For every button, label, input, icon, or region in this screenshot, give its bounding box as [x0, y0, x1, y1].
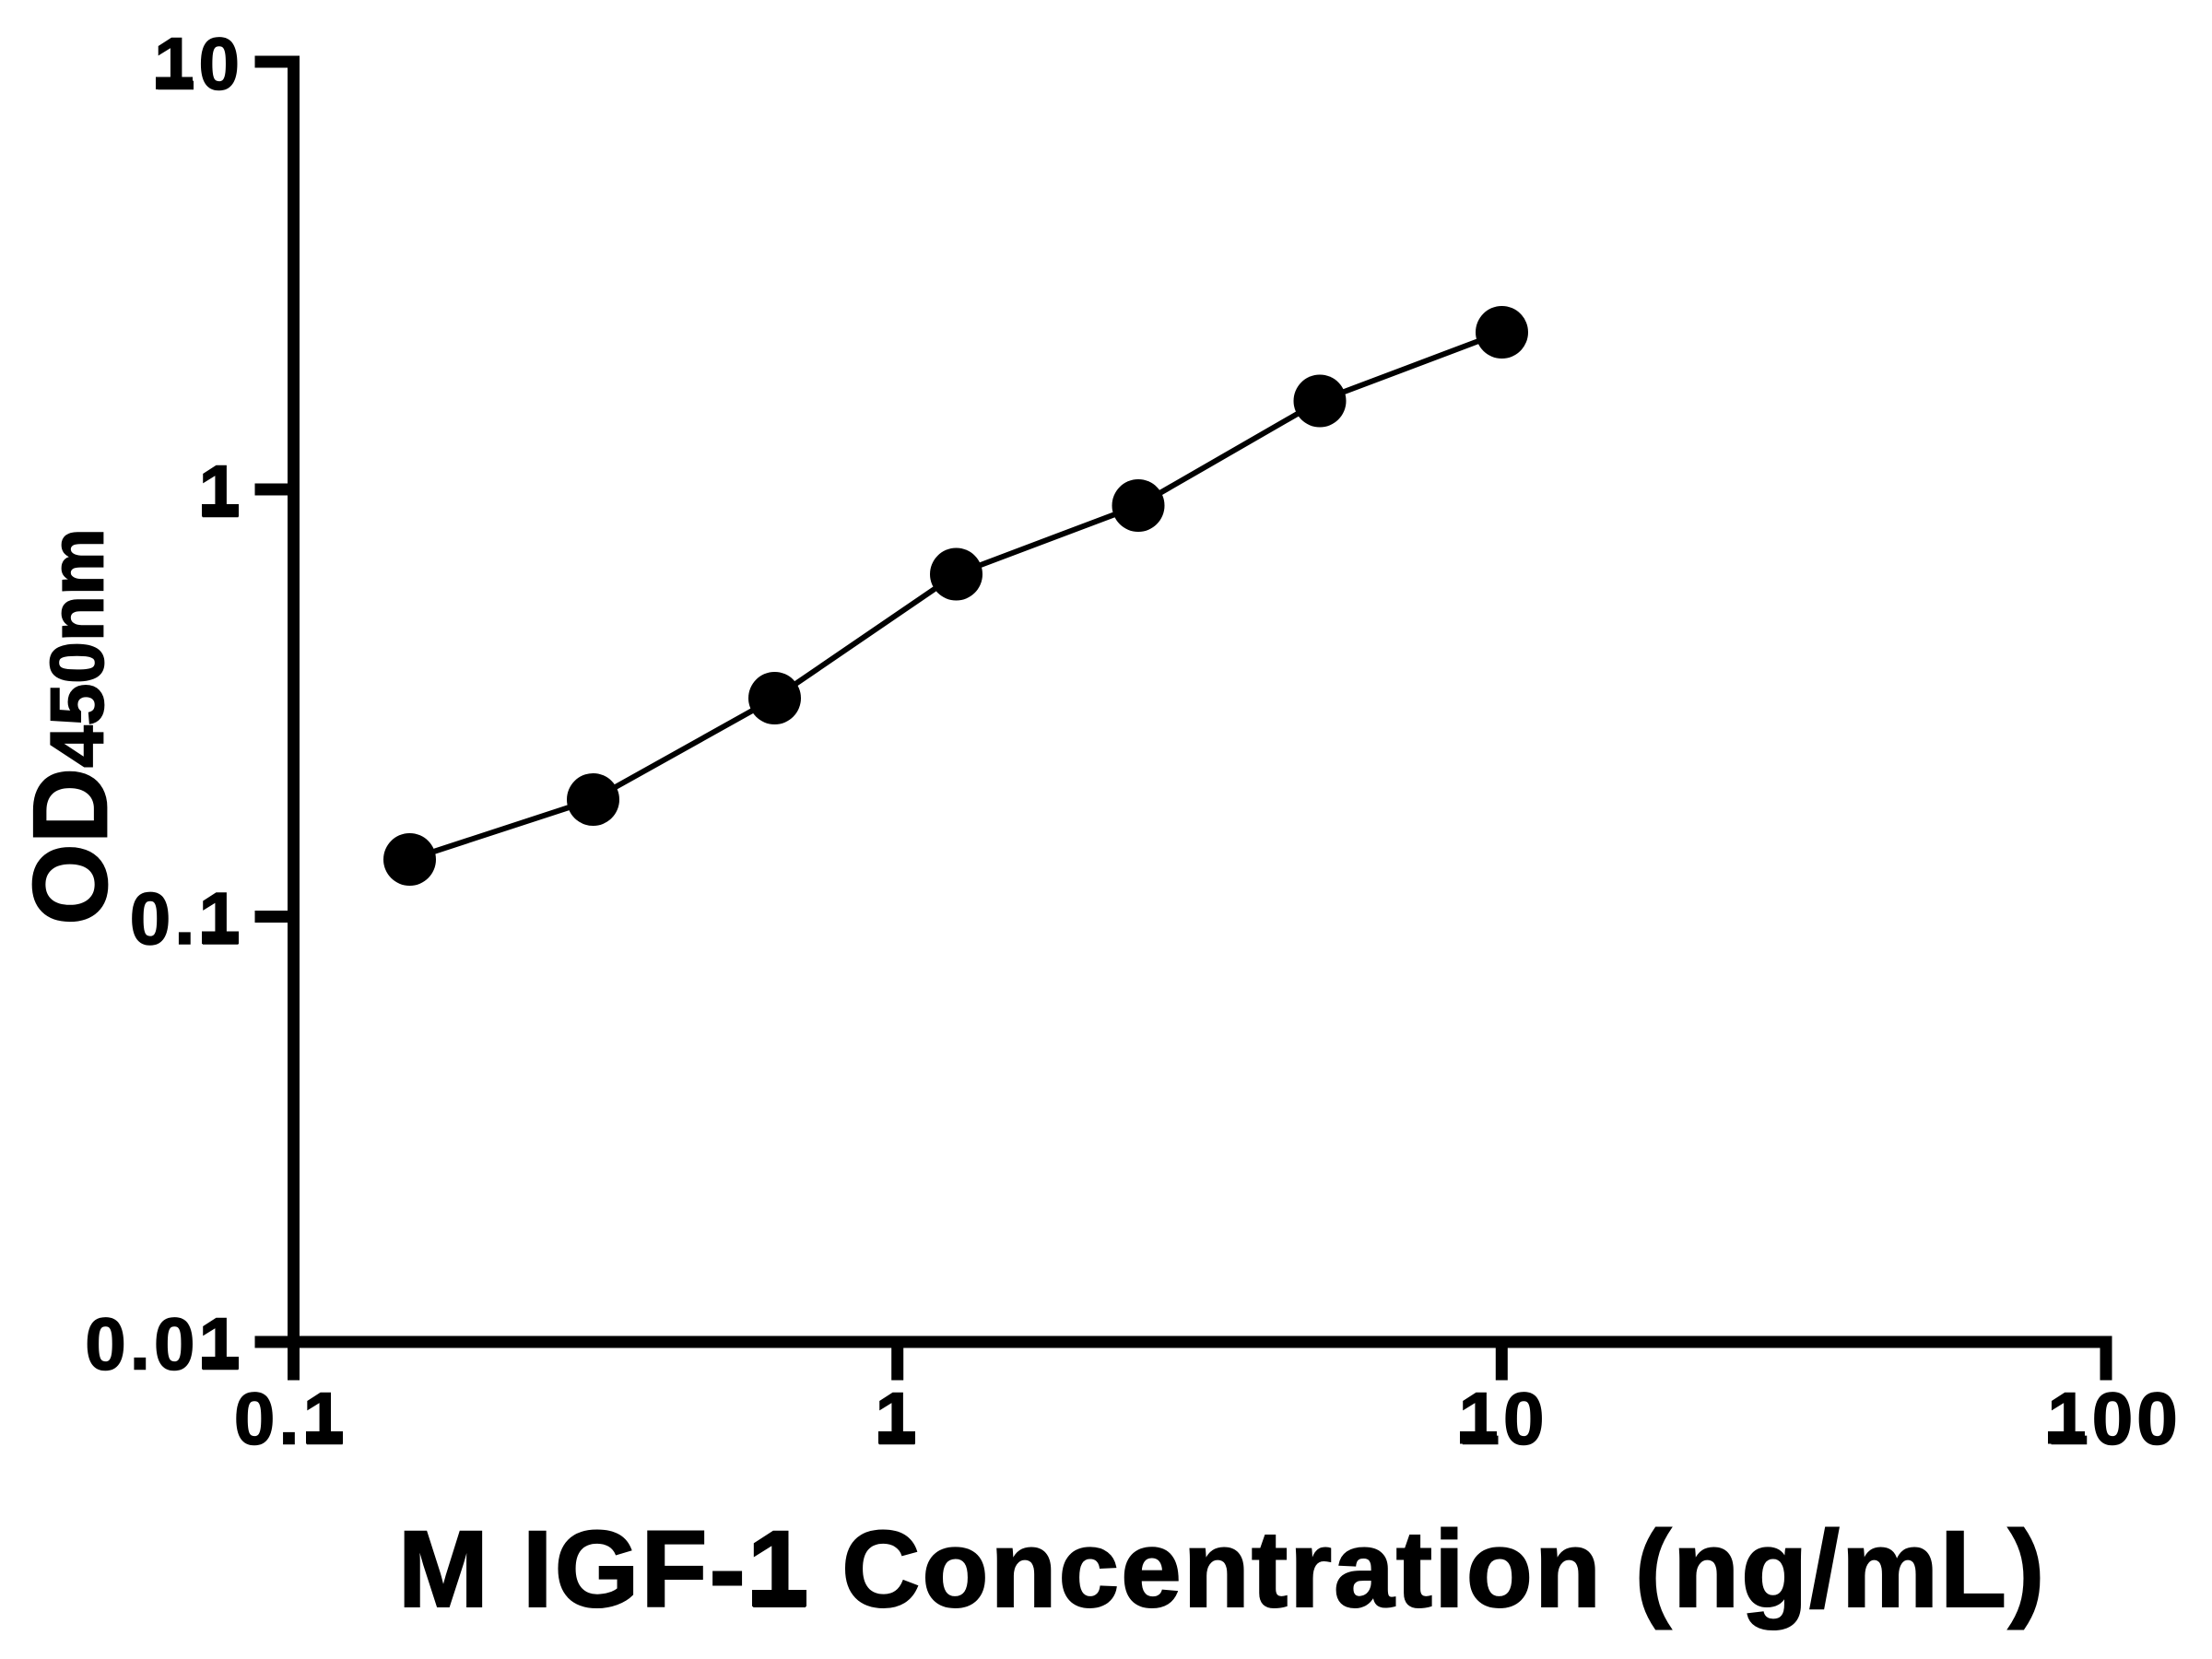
svg-text:1: 1	[875, 1378, 920, 1460]
svg-text:0.1: 0.1	[234, 1378, 347, 1460]
svg-text:M IGF-1 Concentration (ng/mL): M IGF-1 Concentration (ng/mL)	[398, 1509, 2047, 1630]
svg-text:100: 100	[2047, 1378, 2181, 1460]
svg-text:0.1: 0.1	[130, 877, 243, 959]
svg-text:10: 10	[1459, 1378, 1548, 1460]
svg-text:0.01: 0.01	[85, 1303, 243, 1385]
svg-text:1: 1	[199, 451, 244, 533]
svg-text:10: 10	[154, 23, 243, 105]
